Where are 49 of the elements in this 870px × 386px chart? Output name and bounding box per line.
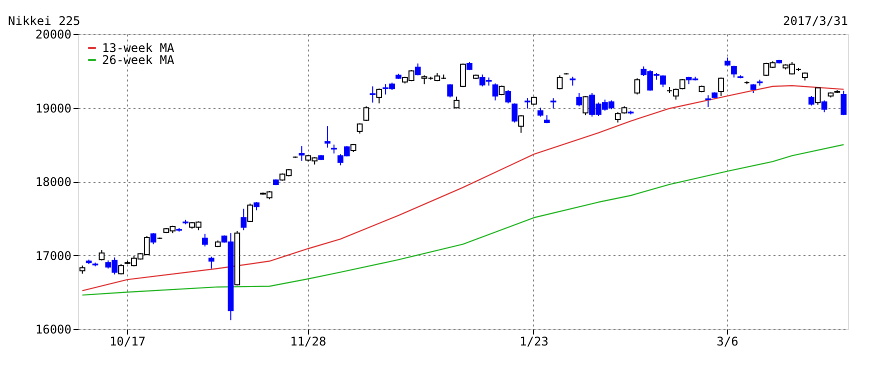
- candlestick: [98, 250, 105, 261]
- x-tick-label: 11/28: [290, 334, 326, 348]
- candlestick: [298, 146, 305, 162]
- candlestick: [505, 90, 512, 104]
- candlestick: [208, 256, 214, 270]
- candlestick: [718, 77, 724, 96]
- candlestick: [582, 95, 588, 116]
- candlestick: [370, 86, 376, 104]
- candlestick: [376, 88, 382, 104]
- legend-label: 26-week MA: [102, 53, 176, 67]
- candlestick: [821, 100, 828, 113]
- legend-label: 13-week MA: [102, 41, 176, 55]
- candlestick: [240, 208, 247, 231]
- candlestick: [202, 233, 208, 247]
- candlestick: [550, 98, 556, 109]
- candlestick: [634, 78, 640, 95]
- candlestick: [731, 65, 737, 78]
- candlestick: [454, 96, 460, 109]
- candlestick: [118, 264, 124, 275]
- chart-title: Nikkei 225: [8, 14, 80, 28]
- candlestick: [814, 86, 821, 106]
- candlestick: [518, 114, 524, 134]
- candlestick: [247, 203, 254, 223]
- x-tick-label: 3/6: [716, 334, 738, 348]
- candlestick: [460, 63, 466, 88]
- candlestick: [840, 90, 847, 116]
- y-tick-label: 19000: [35, 101, 72, 116]
- candlestick: [356, 122, 363, 134]
- candlestick: [524, 98, 530, 109]
- candlestick: [150, 232, 156, 245]
- candlestick: [363, 106, 370, 122]
- line-series: [82, 85, 844, 292]
- y-tick-label: 17000: [35, 248, 72, 263]
- y-tick-label: 18000: [35, 175, 72, 189]
- text: 2017/3/31: [782, 14, 848, 28]
- candlestick: [705, 94, 712, 108]
- candlestick: [576, 92, 582, 107]
- y-tick-label: 20000: [35, 28, 72, 42]
- x-tick-label: 10/17: [109, 334, 146, 348]
- candlestick: [808, 95, 814, 106]
- x-tick-label: 1/23: [520, 334, 548, 348]
- candlestick: [414, 63, 421, 76]
- candlestick: [492, 82, 498, 101]
- candlestick: [447, 84, 454, 98]
- y-tick-label: 16000: [35, 322, 72, 336]
- candlestick: [512, 102, 518, 123]
- candlestick: [324, 126, 330, 148]
- line-series: [82, 144, 844, 296]
- candlestick: [556, 74, 563, 90]
